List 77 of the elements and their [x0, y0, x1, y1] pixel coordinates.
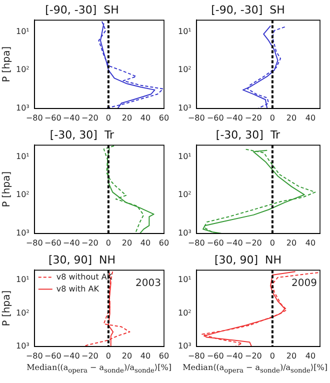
chart-title: [-90, -30] SH	[211, 3, 285, 16]
x-tick-label: −80	[26, 238, 43, 248]
x-tick-label: −20	[81, 351, 98, 360]
y-tick-label: 10²	[16, 190, 30, 200]
x-tick-label: −80	[188, 113, 205, 122]
x-tick-label: 20	[286, 238, 297, 248]
x-tick-label: 0	[106, 351, 111, 360]
x-tick-label: −20	[244, 238, 262, 248]
x-tick-label: 20	[122, 351, 132, 360]
y-tick-label: 10²	[178, 65, 192, 74]
y-tick-label: 10²	[16, 65, 30, 74]
chart-title: [-30, 30] Tr	[216, 128, 281, 142]
chart-title: [-30, 30] Tr	[50, 128, 115, 142]
y-tick-label: 10³	[16, 341, 30, 350]
x-tick-label: 40	[305, 238, 316, 248]
x-tick-label: 20	[286, 351, 297, 360]
x-tick-label: −60	[206, 238, 224, 248]
y-tick-label: 10¹	[178, 152, 192, 161]
y-axis-title: P [hpa]	[2, 290, 13, 326]
x-tick-label: −40	[62, 351, 80, 360]
x-tick-label: 40	[140, 238, 151, 248]
y-tick-label: 10³	[16, 228, 30, 238]
legend-label: v8 with AK	[56, 284, 100, 294]
chart-title: [30, 90] NH	[214, 253, 282, 266]
x-tick-label: 0	[270, 351, 276, 360]
annotation: 2003	[136, 278, 161, 289]
x-tick-label: −20	[244, 351, 262, 360]
x-tick-label: −60	[44, 351, 62, 360]
annotation: 2009	[292, 278, 317, 289]
y-tick-label: 10²	[16, 308, 30, 318]
y-tick-label: 10¹	[16, 152, 30, 161]
x-tick-label: −80	[26, 113, 43, 122]
x-tick-label: −60	[44, 238, 62, 248]
x-axis-title: Median⟨(a$_{opera}$ − a$_{sonde}$)/a$_{sonde}$⟩[%]	[182, 363, 328, 375]
y-tick-label: 10³	[178, 103, 192, 112]
x-tick-label: 20	[122, 238, 132, 248]
x-tick-label: −20	[81, 113, 98, 122]
x-tick-label: −40	[226, 351, 243, 360]
y-axis-title: P [hpa]	[2, 46, 13, 82]
y-tick-label: 10²	[178, 190, 192, 200]
x-tick-label: −40	[62, 113, 80, 122]
x-tick-label: 60	[158, 351, 170, 360]
x-tick-label: −20	[81, 238, 98, 248]
y-tick-label: 10¹	[16, 26, 30, 36]
x-tick-label: −60	[206, 351, 224, 360]
y-tick-label: 10¹	[178, 26, 192, 36]
y-tick-label: 10³	[178, 341, 192, 350]
x-tick-label: 0	[270, 113, 276, 122]
x-tick-label: 40	[305, 351, 316, 360]
x-tick-label: −40	[226, 113, 243, 122]
y-axis-title: P [hpa]	[2, 171, 13, 208]
chart-title: [-90, -30] SH	[45, 3, 119, 16]
x-tick-label: −60	[44, 113, 62, 122]
x-tick-label: −40	[62, 238, 80, 248]
x-tick-label: 40	[140, 351, 151, 360]
y-tick-label: 10¹	[16, 275, 30, 284]
x-tick-label: −80	[188, 238, 205, 248]
x-tick-label: −80	[188, 351, 205, 360]
x-tick-label: −60	[206, 113, 224, 122]
x-axis-title: Median⟨(a$_{opera}$ − a$_{sonde}$)/a$_{sonde}$⟩[%]	[26, 363, 172, 375]
x-tick-label: 0	[106, 238, 111, 248]
y-tick-label: 10³	[178, 228, 192, 238]
x-tick-label: 0	[106, 113, 111, 122]
chart-title: [30, 90] NH	[48, 253, 116, 266]
x-tick-label: 60	[158, 113, 170, 122]
x-tick-label: 20	[286, 113, 297, 122]
y-tick-label: 10¹	[178, 275, 192, 284]
x-tick-label: 20	[122, 113, 132, 122]
x-tick-label: −80	[26, 351, 43, 360]
x-tick-label: −20	[244, 113, 262, 122]
y-tick-label: 10²	[178, 308, 192, 318]
x-tick-label: 40	[140, 113, 151, 122]
x-tick-label: 0	[270, 238, 276, 248]
y-tick-label: 10³	[16, 103, 30, 112]
x-tick-label: 40	[305, 113, 316, 122]
x-tick-label: −40	[226, 238, 243, 248]
x-tick-label: 60	[158, 238, 170, 248]
